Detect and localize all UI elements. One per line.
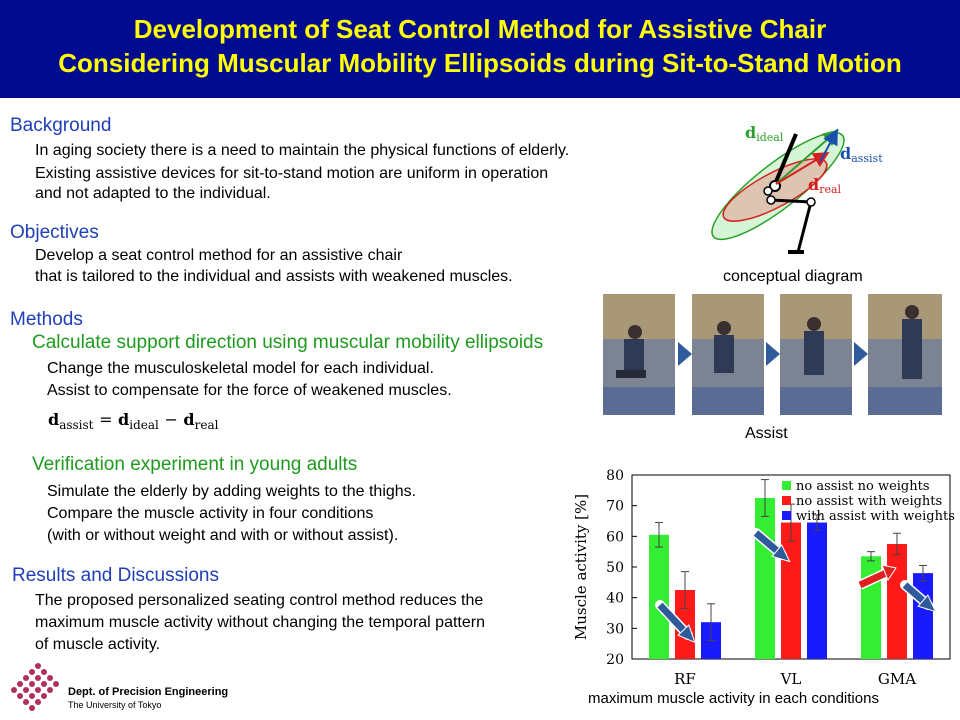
university-logo-icon: [11, 663, 59, 711]
legend-label: no assist no weights: [796, 479, 930, 494]
title-line-1: Development of Seat Control Method for A…: [133, 14, 827, 44]
title-banner: Development of Seat Control Method for A…: [0, 0, 960, 98]
y-tick-label: 50: [606, 560, 624, 576]
bar: [913, 573, 933, 659]
chart-caption: maximum muscle activity in each conditio…: [588, 690, 879, 707]
background-line-1: In aging society there is a need to main…: [35, 142, 570, 159]
y-tick-label: 30: [606, 621, 624, 637]
legend-swatch: [782, 511, 791, 520]
x-tick-label: RF: [674, 670, 696, 688]
bar: [887, 544, 907, 659]
sit-to-stand-photo-sequence: [603, 294, 942, 415]
sequence-arrow-1: [678, 342, 692, 366]
support-direction-formula: dassist = dideal − dreal: [48, 410, 219, 433]
sequence-arrow-3: [854, 342, 868, 366]
sequence-arrow-2: [766, 342, 780, 366]
objectives-line-1: Develop a seat control method for an ass…: [35, 247, 403, 264]
background-line-3: and not adapted to the individual.: [35, 185, 271, 202]
conceptual-diagram: dideal dassist dreal: [711, 123, 883, 254]
y-tick-label: 70: [606, 499, 624, 515]
objectives-heading: Objectives: [10, 222, 99, 243]
bar: [781, 522, 801, 659]
bar: [807, 522, 827, 659]
bar: [649, 534, 669, 659]
results-heading: Results and Discussions: [12, 565, 219, 586]
methods-line-1: Change the musculoskeletal model for eac…: [47, 360, 434, 377]
experiment-line-3: (with or without weight and with or with…: [47, 527, 399, 544]
experiment-line-1: Simulate the elderly by adding weights t…: [47, 483, 417, 500]
diagram-caption: conceptual diagram: [723, 268, 863, 285]
trend-arrow-gma-head: [917, 594, 937, 613]
y-tick-label: 80: [606, 468, 624, 484]
background-heading: Background: [10, 115, 112, 136]
x-tick-label: VL: [780, 670, 802, 688]
d-real-label: dreal: [808, 175, 842, 196]
methods-subheading-experiment: Verification experiment in young adults: [32, 454, 358, 475]
legend-swatch: [782, 496, 791, 505]
background-line-2: Existing assistive devices for sit-to-st…: [35, 165, 549, 182]
y-tick-label: 60: [606, 529, 624, 545]
experiment-line-2: Compare the muscle activity in four cond…: [47, 505, 374, 522]
results-line-1: The proposed personalized seating contro…: [35, 592, 484, 609]
photo-frame-2: [692, 294, 764, 415]
results-line-3: of muscle activity.: [35, 636, 161, 653]
trend-arrow-vl-head: [771, 544, 791, 563]
legend-label: with assist with weights: [796, 509, 955, 524]
logo-text-dept: Dept. of Precision Engineering: [68, 686, 229, 698]
y-tick-label: 20: [606, 652, 624, 668]
legend-label: no assist with weights: [796, 494, 942, 509]
d-assist-label: dassist: [840, 144, 883, 165]
trend-arrow-rf-head: [677, 624, 696, 644]
y-tick-label: 40: [606, 591, 624, 607]
methods-heading: Methods: [10, 309, 83, 330]
y-axis-label: Muscle activity [%]: [572, 494, 590, 640]
trend-arrow-red-head: [881, 564, 897, 582]
methods-line-2: Assist to compensate for the force of we…: [47, 382, 452, 399]
title-line-2: Considering Muscular Mobility Ellipsoids…: [58, 48, 902, 78]
results-line-2: maximum muscle activity without changing…: [35, 614, 485, 631]
photo-frame-3: [780, 294, 852, 415]
trend-arrow-red: [858, 569, 888, 589]
muscle-activity-chart: 20 30 40 50 60 70 80 Muscle activity [%] RF VL GMA…: [572, 468, 955, 688]
methods-subheading-ellipsoids: Calculate support direction using muscul…: [32, 332, 544, 353]
logo-text-university: The University of Tokyo: [68, 700, 162, 710]
bar: [755, 498, 775, 659]
objectives-line-2: that is tailored to the individual and a…: [35, 268, 513, 285]
photo-frame-4: [868, 294, 942, 415]
d-ideal-label: dideal: [745, 123, 784, 144]
legend-swatch: [782, 481, 791, 490]
photo-frame-1: [603, 294, 675, 415]
photo-caption: Assist: [745, 425, 788, 442]
x-tick-label: GMA: [878, 670, 916, 688]
